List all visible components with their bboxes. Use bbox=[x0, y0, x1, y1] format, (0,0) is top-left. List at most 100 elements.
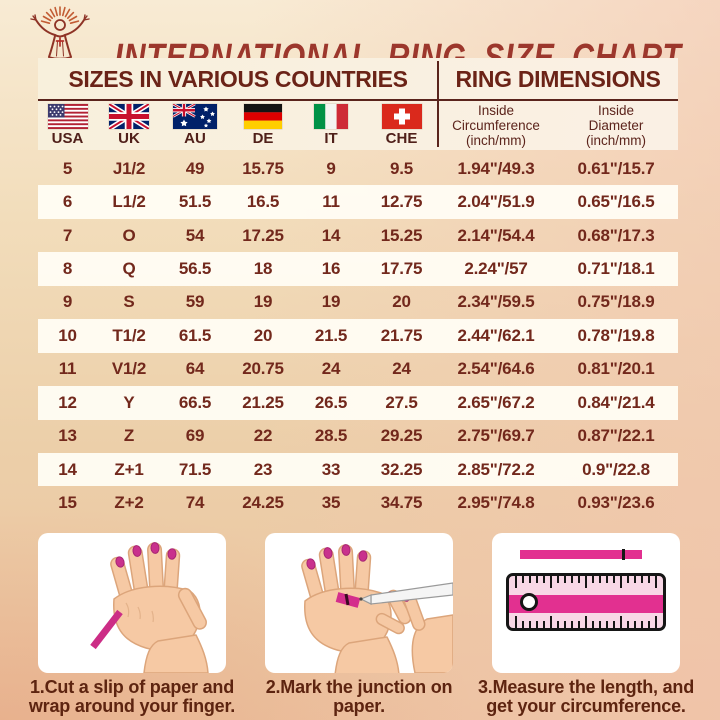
table-header: SIZES IN VARIOUS COUNTRIES RING DIMENSIO… bbox=[38, 58, 678, 150]
size-cell: 35 bbox=[321, 493, 341, 513]
column-inside-diameter: Inside Diameter (inch/mm) bbox=[586, 103, 646, 148]
column-label: IT bbox=[324, 130, 338, 147]
size-cell: 66.5 bbox=[178, 392, 212, 412]
size-cell: 10 bbox=[58, 325, 77, 345]
size-cell: 0.84"/21.4 bbox=[577, 392, 655, 412]
size-row: 9 S 59 19 19 20 2.34"/59.5 0.75"/18.9 bbox=[38, 286, 678, 319]
size-cell: 19 bbox=[321, 292, 341, 312]
size-cell: L1/2 bbox=[112, 192, 146, 212]
size-cell: 17.75 bbox=[380, 259, 423, 279]
size-cell: 29.25 bbox=[380, 426, 423, 446]
size-cell: 49 bbox=[185, 158, 205, 178]
size-row: 7 O 54 17.25 14 15.25 2.14"/54.4 0.68"/17.3 bbox=[38, 219, 678, 252]
size-cell: 28.5 bbox=[314, 426, 348, 446]
size-cell: Y bbox=[123, 392, 135, 412]
size-cell: 33 bbox=[321, 459, 341, 479]
size-cell: O bbox=[122, 225, 136, 245]
size-cell: 64 bbox=[185, 359, 205, 379]
size-cell: 2.75"/69.7 bbox=[457, 426, 535, 446]
column-inside-circumference: Inside Circumference (inch/mm) bbox=[452, 103, 540, 148]
step-caption: 2.Mark the junction on paper. bbox=[265, 677, 453, 717]
column-label: CHE bbox=[385, 130, 418, 147]
size-row: 11 V1/2 64 20.75 24 24 2.54"/64.6 0.81"/20.1 bbox=[38, 353, 678, 386]
size-cell: 69 bbox=[185, 426, 205, 446]
size-cell: Z bbox=[123, 426, 135, 446]
size-cell: 2.65"/67.2 bbox=[457, 392, 535, 412]
size-cell: 74 bbox=[185, 493, 205, 513]
size-row: 6 L1/2 51.5 16.5 11 12.75 2.04"/51.9 0.65"/16.5 bbox=[38, 185, 678, 219]
step-caption: 3.Measure the length, and get your circu… bbox=[477, 677, 695, 717]
size-cell: 0.75"/18.9 bbox=[577, 292, 655, 312]
size-cell: 34.75 bbox=[380, 493, 423, 513]
size-cell: 51.5 bbox=[178, 192, 212, 212]
size-cell: 16 bbox=[321, 259, 341, 279]
size-cell: 9 bbox=[326, 158, 336, 178]
size-cell: 59 bbox=[185, 292, 205, 312]
size-row: 15 Z+2 74 24.25 35 34.75 2.95"/74.8 0.93"/23.6 bbox=[38, 486, 678, 519]
instruction-steps: 1.Cut a slip of paper and wrap around yo… bbox=[0, 533, 720, 716]
size-cell: 20 bbox=[253, 325, 273, 345]
size-cell: 1.94"/49.3 bbox=[457, 158, 535, 178]
right-section-title: RING DIMENSIONS bbox=[455, 65, 661, 92]
size-cell: 2.44"/62.1 bbox=[457, 325, 535, 345]
size-cell: 54 bbox=[185, 225, 205, 245]
size-cell: 20 bbox=[392, 292, 411, 312]
size-cell: 0.68"/17.3 bbox=[577, 225, 655, 245]
size-cell: 0.87"/22.1 bbox=[577, 426, 655, 446]
size-cell: 6 bbox=[62, 192, 73, 212]
size-cell: 22 bbox=[253, 426, 273, 446]
size-cell: 27.5 bbox=[385, 392, 418, 412]
size-cell: 56.5 bbox=[178, 259, 212, 279]
size-cell: 15 bbox=[58, 493, 77, 513]
size-cell: 24 bbox=[392, 359, 411, 379]
size-cell: 9 bbox=[62, 292, 73, 312]
size-row: 8 Q 56.5 18 16 17.75 2.24"/57 0.71"/18.1 bbox=[38, 252, 678, 286]
size-cell: S bbox=[123, 292, 135, 312]
size-row: 13 Z 69 22 28.5 29.25 2.75"/69.7 0.87"/22.1 bbox=[38, 420, 678, 453]
column-au: AU bbox=[161, 100, 229, 146]
size-cell: 2.95"/74.8 bbox=[457, 493, 535, 513]
size-cell: 71.5 bbox=[178, 459, 212, 479]
size-cell: 12 bbox=[58, 392, 77, 412]
size-cell: 2.24"/57 bbox=[464, 259, 528, 279]
ruler bbox=[506, 573, 666, 631]
de-flag-icon bbox=[244, 104, 282, 129]
it-flag-icon bbox=[314, 104, 348, 129]
size-row: 10 T1/2 61.5 20 21.5 21.75 2.44"/62.1 0.78"/19.… bbox=[38, 319, 678, 353]
step-2: 2.Mark the junction on paper. bbox=[265, 533, 453, 716]
usa-flag-icon bbox=[47, 104, 88, 129]
size-cell: 0.71"/18.1 bbox=[577, 259, 655, 279]
size-row: 12 Y 66.5 21.25 26.5 27.5 2.65"/67.2 0.84"/21.4 bbox=[38, 386, 678, 420]
size-cell: 14 bbox=[321, 225, 341, 245]
step-1: 1.Cut a slip of paper and wrap around yo… bbox=[29, 533, 235, 716]
size-cell: 18 bbox=[253, 259, 273, 279]
size-cell: Q bbox=[122, 259, 136, 279]
size-cell: 0.9"/22.8 bbox=[582, 459, 650, 479]
size-cell: J1/2 bbox=[112, 158, 146, 178]
column-usa: USA bbox=[38, 100, 97, 146]
size-cell: 2.85"/72.2 bbox=[457, 459, 535, 479]
size-cell: 61.5 bbox=[178, 325, 212, 345]
section-divider-line bbox=[437, 61, 439, 147]
size-cell: 2.04"/51.9 bbox=[457, 192, 535, 212]
size-cell: 11 bbox=[322, 192, 340, 212]
pen-marking-finger-illustration bbox=[265, 533, 453, 673]
step-3: 3.Measure the length, and get your circu… bbox=[478, 533, 694, 716]
column-it: IT bbox=[297, 100, 365, 146]
size-cell: 0.81"/20.1 bbox=[577, 359, 655, 379]
size-cell: 8 bbox=[62, 259, 73, 279]
size-cell: 16.5 bbox=[246, 192, 280, 212]
size-cell: 20.75 bbox=[242, 359, 284, 379]
column-label: DE bbox=[252, 130, 274, 147]
size-cell: 24.25 bbox=[242, 493, 284, 513]
size-cell: 0.78"/19.8 bbox=[577, 325, 655, 345]
ruler-measuring-illustration bbox=[492, 533, 680, 673]
header-divider-line bbox=[38, 99, 678, 101]
size-cell: 17.25 bbox=[242, 225, 284, 245]
size-cell: 21.5 bbox=[314, 325, 348, 345]
step-caption: 1.Cut a slip of paper and wrap around yo… bbox=[28, 677, 236, 717]
au-flag-icon bbox=[173, 104, 217, 129]
size-cell: Z+1 bbox=[114, 459, 144, 479]
hand-with-paper-strip-illustration bbox=[38, 533, 226, 673]
